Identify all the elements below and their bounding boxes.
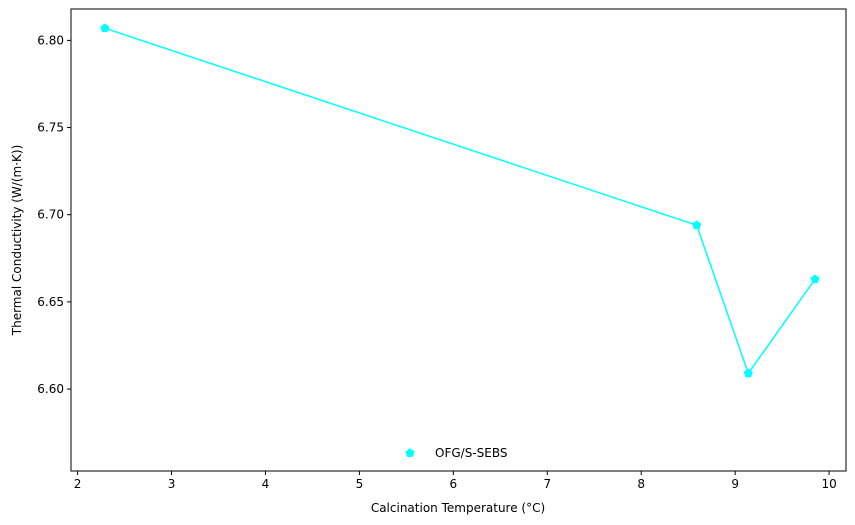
x-tick-label: 3 — [168, 477, 176, 491]
data-point — [810, 274, 820, 284]
x-axis-label: Calcination Temperature (°C) — [371, 501, 545, 515]
series-line — [104, 27, 816, 375]
legend-marker — [405, 448, 415, 457]
legend-label: OFG/S-SEBS — [435, 446, 507, 460]
data-point — [100, 23, 110, 33]
x-tick-label: 9 — [731, 477, 739, 491]
x-tick-label: 5 — [356, 477, 364, 491]
y-tick-label: 6.75 — [37, 121, 64, 135]
x-axis: 2 3 4 5 6 7 8 9 10 — [74, 471, 837, 491]
plot-area — [71, 9, 846, 471]
y-axis-label: Thermal Conductivity (W/(m·K)) — [10, 145, 24, 336]
y-tick-label: 6.80 — [37, 33, 64, 47]
x-tick-label: 6 — [450, 477, 458, 491]
data-point — [692, 220, 702, 230]
y-axis: 6.60 6.65 6.70 6.75 6.80 — [37, 33, 71, 396]
x-tick-label: 4 — [262, 477, 270, 491]
plot-frame — [70, 8, 847, 472]
legend-marker-icon — [405, 448, 415, 457]
data-point — [743, 368, 753, 378]
x-tick-label: 8 — [637, 477, 645, 491]
y-tick-label: 6.60 — [37, 382, 64, 396]
y-tick-label: 6.65 — [37, 295, 64, 309]
y-tick-label: 6.70 — [37, 208, 64, 222]
x-tick-label: 7 — [543, 477, 551, 491]
legend: OFG/S-SEBS — [405, 446, 507, 460]
x-tick-label: 2 — [74, 477, 82, 491]
x-tick-label: 10 — [821, 477, 836, 491]
series-layer — [100, 23, 820, 378]
